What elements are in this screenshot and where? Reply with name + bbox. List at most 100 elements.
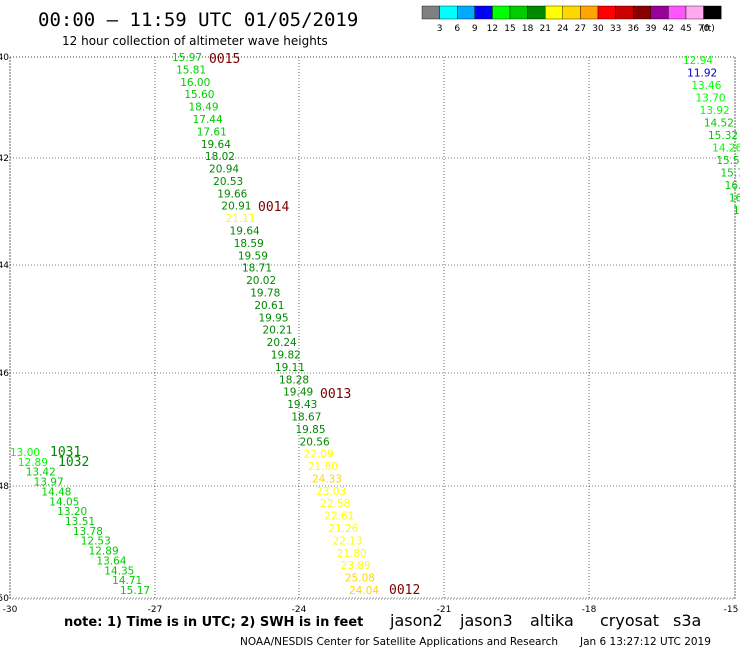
legend-tick-label: 24 xyxy=(557,24,569,34)
observation-value: 20.53 xyxy=(213,176,243,188)
observation-value: 11.92 xyxy=(687,68,717,80)
observation-value: 20.56 xyxy=(300,436,330,448)
observation-value: 19.49 xyxy=(283,387,313,399)
observation-value: 17.44 xyxy=(193,114,223,126)
map-subtitle: 12 hour collection of altimeter wave hei… xyxy=(62,34,328,48)
legend-tick-label: 18 xyxy=(522,24,534,34)
legend-swatch xyxy=(562,5,581,20)
observation-value: 22.13 xyxy=(333,535,363,547)
observation-value: 25.08 xyxy=(345,573,375,585)
legend-swatch xyxy=(439,5,458,20)
observation-value: 20.24 xyxy=(267,337,297,349)
observation-value: 22.09 xyxy=(304,449,334,461)
longitude-tick-label: -18 xyxy=(582,605,597,615)
map-frame xyxy=(9,56,736,600)
legend-swatch xyxy=(474,5,493,20)
observation-value: 21.11 xyxy=(226,213,256,225)
observation-value: 13.92 xyxy=(700,105,730,117)
legend-swatch xyxy=(668,5,687,20)
legend-tick-label: 6 xyxy=(454,24,460,34)
observation-value: 22.58 xyxy=(320,498,350,510)
observation-value: 19.43 xyxy=(287,399,317,411)
observation-value: 19.82 xyxy=(271,349,301,361)
legend-swatch xyxy=(685,5,704,20)
wave-height-observations: 15.9715.8116.0015.6018.4917.4417.6119.64… xyxy=(10,52,740,597)
observation-value: 19.64 xyxy=(230,226,260,238)
pass-label-1031: 1031 xyxy=(50,445,81,460)
observation-value: 19.11 xyxy=(275,362,305,374)
observation-value: 15.32 xyxy=(708,130,738,142)
pass-label-0012: 0012 xyxy=(389,583,420,598)
legend-swatch xyxy=(492,5,511,20)
latitude-tick-label: 46 xyxy=(0,369,9,379)
observation-value: 20.94 xyxy=(209,164,239,176)
legend-swatch xyxy=(421,5,440,20)
observation-value: 13.00 xyxy=(10,447,40,459)
observation-value: 13.70 xyxy=(696,93,726,105)
observation-value: 18.71 xyxy=(242,263,272,275)
observation-value: 12.89 xyxy=(18,457,48,469)
observation-value: 23.03 xyxy=(316,486,346,498)
legend-swatch xyxy=(527,5,546,20)
observation-value: 15.81 xyxy=(176,64,206,76)
longitude-tick-label: -15 xyxy=(724,605,739,615)
observation-value: 13.64 xyxy=(96,555,126,567)
legend-swatch xyxy=(703,5,722,20)
graticule: 40 42 44 46 48 50-30 -27 -24 -21 -18 -15 xyxy=(0,53,738,615)
observation-value: 21.80 xyxy=(337,548,367,560)
observation-value: 23.89 xyxy=(341,560,371,572)
observation-value: 16.00 xyxy=(180,77,210,89)
legend-swatch xyxy=(633,5,652,20)
legend-tick-label: 36 xyxy=(627,24,639,34)
legend-tick-label: 30 xyxy=(592,24,604,34)
observation-value: 13.42 xyxy=(26,467,56,479)
observation-value: 18.49 xyxy=(188,102,218,114)
legend-unit-label: (ft) xyxy=(701,24,715,34)
map-title: 00:00 – 11:59 UTC 01/05/2019 xyxy=(38,9,358,31)
legend-swatch xyxy=(615,5,634,20)
pass-label-0013: 0013 xyxy=(320,387,351,402)
observation-value: 19.64 xyxy=(201,139,231,151)
legend-tick-label: 12 xyxy=(487,24,498,34)
observation-value: 12.94 xyxy=(683,55,713,67)
observation-value: 17.61 xyxy=(197,126,227,138)
observation-value: 14.48 xyxy=(41,486,71,498)
pass-label-0014: 0014 xyxy=(258,200,289,215)
observation-value: 19.95 xyxy=(258,312,288,324)
legend-swatch xyxy=(650,5,669,20)
observation-value: 13.51 xyxy=(65,516,95,528)
pass-label-1032: 1032 xyxy=(58,455,89,470)
longitude-tick-label: -30 xyxy=(3,605,18,615)
legend-tick-label: 21 xyxy=(539,24,550,34)
observation-value: 21.26 xyxy=(328,523,358,535)
observation-value: 13.97 xyxy=(34,477,64,489)
observation-value: 20.02 xyxy=(246,275,276,287)
latitude-tick-label: 40 xyxy=(0,53,9,63)
legend-swatch xyxy=(457,5,476,20)
sat-label-s3a: s3a xyxy=(673,611,701,630)
observation-value: 12.53 xyxy=(81,536,111,548)
sat-label-altika: altika xyxy=(530,611,574,630)
legend-swatch xyxy=(509,5,528,20)
observation-value: 19.85 xyxy=(295,424,325,436)
observation-value: 13.78 xyxy=(73,526,103,538)
longitude-tick-label: -24 xyxy=(292,605,307,615)
latitude-tick-label: 42 xyxy=(0,154,9,164)
observation-value: 18.02 xyxy=(205,151,235,163)
observation-value: 14.52 xyxy=(704,118,734,130)
observation-value: 15.60 xyxy=(184,89,214,101)
observation-value: 22.61 xyxy=(324,511,354,523)
observation-value: 13.46 xyxy=(691,80,721,92)
observation-value: 15.5 xyxy=(716,155,739,167)
observation-value: 19.59 xyxy=(238,250,268,262)
observation-value: 14.71 xyxy=(112,575,142,587)
sat-label-cryosat: cryosat xyxy=(600,611,659,630)
observation-value: 15.97 xyxy=(172,52,202,64)
legend-tick-label: 33 xyxy=(610,24,621,34)
latitude-tick-label: 44 xyxy=(0,261,9,271)
observation-value: 19.66 xyxy=(217,188,247,200)
color-legend: 3 6 9 12 15 18 21 24 27 30 33 36 39 42 45 70(ft) xyxy=(421,5,722,34)
timestamp: Jan 6 13:27:12 UTC 2019 xyxy=(579,636,711,648)
legend-tick-label: 9 xyxy=(472,24,478,34)
